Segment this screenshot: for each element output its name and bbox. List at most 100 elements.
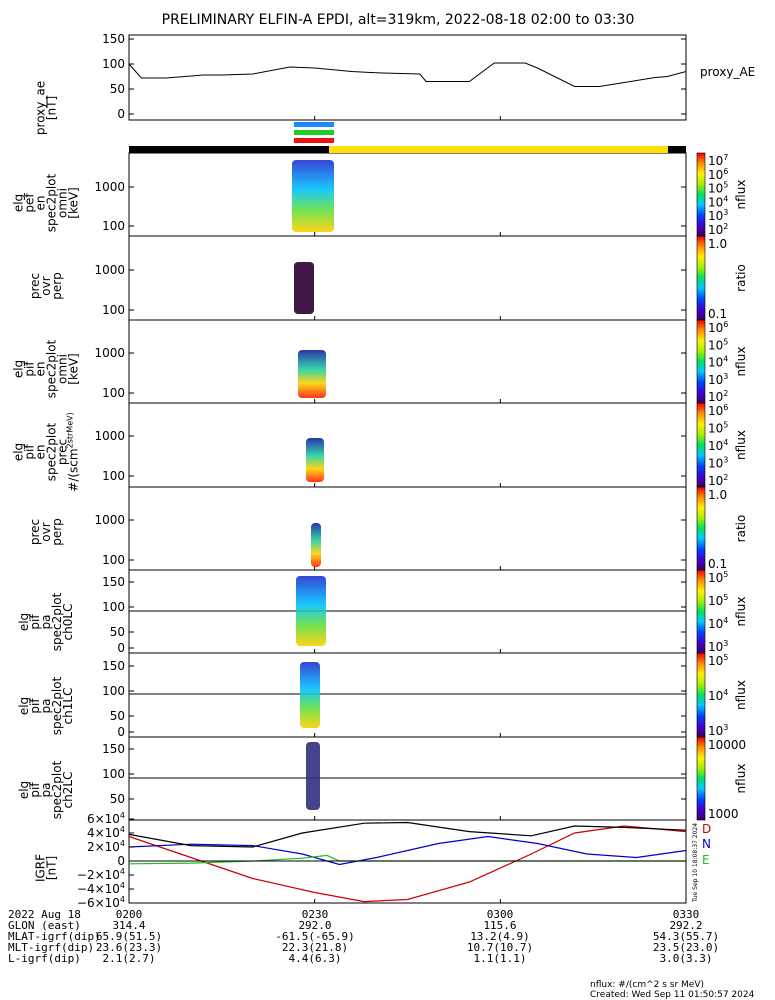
spectrogram-blob: [296, 576, 326, 646]
colorbar-tick-label: 10000: [708, 738, 746, 752]
panel-frame: [128, 319, 687, 404]
ephem-value: 65.9(51.5): [96, 930, 162, 943]
colorbar-tick-label: 105: [708, 593, 728, 608]
ephem-value: 23.6(23.3): [96, 941, 162, 954]
y-label-word: prec: [56, 439, 70, 465]
spectrogram-blob: [311, 523, 321, 567]
colorbar-label: nflux: [734, 180, 748, 210]
y-label-word: elg: [17, 781, 31, 799]
colorbar-7: 105 104 103 nflux: [696, 652, 748, 738]
ephem-row-label: MLAT-igrf(dip): [8, 930, 101, 943]
bar-yellow: [329, 146, 668, 153]
y-label-word: en: [34, 445, 48, 460]
igrf-line-N: [128, 835, 687, 866]
y-tick-label: 100: [102, 303, 125, 317]
y-label-word: omni: [56, 188, 70, 218]
colorbar-tick-label: 106: [708, 167, 728, 182]
colorbar-tick-label: 1.0: [708, 488, 727, 502]
spectrogram-blob: [300, 662, 320, 728]
y-tick-label: 1000: [94, 429, 125, 443]
y-label-word: pif: [23, 444, 37, 460]
y-tick-label: 1000: [94, 180, 125, 194]
colorbar-5: 1.0 0.1 ratio: [696, 486, 748, 571]
colorbar-tick-label: 104: [708, 688, 728, 703]
y-label-word: spec2plot: [45, 339, 59, 398]
colorbar-tick-label: 105: [708, 337, 728, 352]
ae-legend: proxy_AE: [700, 65, 755, 79]
bar-black-right: [668, 146, 686, 153]
ephem-value: 10.7(10.7): [467, 941, 533, 954]
colorbar-tick-label: 105: [708, 570, 728, 585]
y-tick-label: 100: [102, 219, 125, 233]
colorbar-tick-label: 104: [708, 355, 728, 370]
y-label-word: ch1LC: [61, 688, 75, 725]
y-label-word: pa: [39, 783, 53, 798]
colorbar-label: nflux: [734, 597, 748, 627]
colorbar-tick-label: 107: [708, 153, 728, 168]
igrf-y-tick-label: 4×104: [87, 825, 125, 840]
y-label-word: spec2plot: [45, 173, 59, 232]
segment-red: [294, 138, 334, 143]
y-tick-label: 0: [117, 725, 125, 739]
igrf-line-E: [128, 854, 686, 865]
y-label-word: ovr: [39, 276, 53, 295]
panel-frame: [128, 152, 687, 237]
footer-created: Created: Wed Sep 11 01:50:57 2024: [590, 990, 755, 1000]
panel-frame: [128, 652, 687, 738]
ephem-row-label: 2022 Aug 18: [8, 908, 81, 921]
y-tick-label: 100: [102, 386, 125, 400]
y-label-word: pa: [39, 615, 53, 630]
y-label-word: spec2plot: [45, 422, 59, 481]
colorbar-label: nflux: [734, 680, 748, 710]
colorbar-label: nflux: [734, 347, 748, 377]
ephem-value: 0230: [302, 908, 329, 921]
ephem-value: 314.4: [112, 919, 145, 932]
y-label-word: [keV]: [67, 353, 81, 384]
colorbar-tick-label: 103: [708, 372, 728, 387]
ephem-row-label: MLT-igrf(dip): [8, 941, 94, 954]
ephemeris-table: 2022 Aug 18 0200 0230 0300 0330 GLON (east) 31…: [8, 908, 719, 965]
igrf-y-tick-label: −2×104: [77, 867, 125, 882]
y-tick-label: 100: [102, 684, 125, 698]
plot-title: PRELIMINARY ELFIN-A EPDI, alt=319km, 202…: [162, 12, 635, 28]
colorbar-gradient: [696, 319, 706, 404]
igrf-y-tick-label: 0: [117, 854, 125, 868]
y-label-word: perp: [50, 272, 64, 300]
colorbar-tick-label: 0.1: [708, 557, 727, 571]
ephem-value: 23.5(23.0): [653, 941, 719, 954]
y-label-word: pa: [39, 699, 53, 714]
ephem-value: 13.2(4.9): [470, 930, 530, 943]
ephem-value: 0330: [673, 908, 700, 921]
igrf-label-n: N: [702, 837, 711, 851]
y-label-word: elg: [12, 443, 26, 461]
colorbar-gradient: [696, 235, 706, 321]
ephem-value: 115.6: [483, 919, 516, 932]
colorbar-tick-label: 105: [708, 653, 728, 668]
y-tick-label: 1000: [94, 513, 125, 527]
y-tick-label: 0: [117, 641, 125, 655]
y-label-word: spec2plot: [50, 676, 64, 735]
colorbar-tick-label: 103: [708, 639, 728, 654]
y-label-word: elg: [17, 697, 31, 715]
colorbar-tick-label: 103: [708, 723, 728, 738]
y-label-word: [nT]: [45, 96, 59, 120]
colorbar-tick-label: 102: [708, 389, 728, 404]
ephem-value: 0200: [116, 908, 143, 921]
spectrogram-blob: [294, 262, 314, 314]
y-tick-label: 150: [102, 659, 125, 673]
ephem-value: 2.1(2.7): [103, 952, 156, 965]
colorbar-2: 1.0 0.1 ratio: [696, 235, 748, 321]
igrf-label-e: E: [702, 853, 710, 867]
igrf-y-tick-label: −6×104: [77, 895, 125, 910]
colorbar-tick-label: 0.1: [708, 307, 727, 321]
ephem-row-label: GLON (east): [8, 919, 81, 932]
ephem-value: 22.3(21.8): [282, 941, 348, 954]
y-label-word: pif: [23, 361, 37, 377]
y-tick-label: 50: [110, 82, 125, 96]
bar-black-left: [129, 146, 329, 153]
run-stamp: Tue Sep 10 18:08:37 2024: [692, 823, 699, 903]
igrf-label-d: D: [702, 822, 711, 836]
ephem-value: 54.3(55.7): [653, 930, 719, 943]
igrf-line-total: [128, 821, 687, 848]
